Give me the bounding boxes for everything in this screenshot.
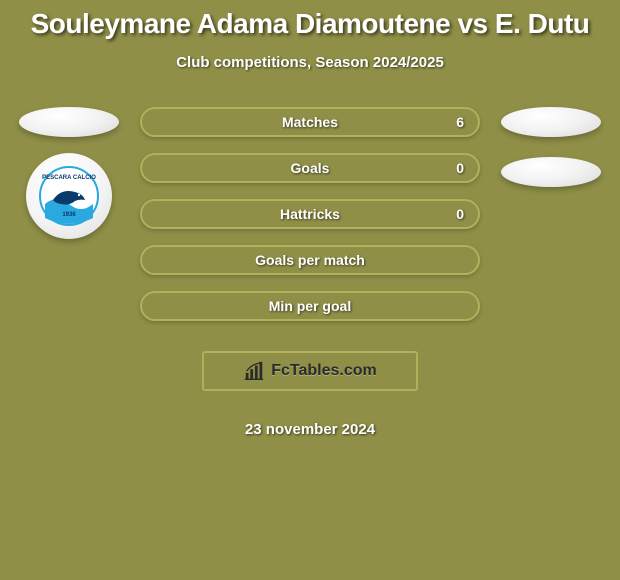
right-player-column [496, 107, 606, 187]
attribution-box: FcTables.com [202, 351, 418, 391]
left-club-badge: PESCARA CALCIO 1936 [26, 153, 112, 239]
stat-label: Hattricks [280, 206, 340, 222]
content-row: PESCARA CALCIO 1936 Matches 6 Goals 0 [0, 107, 620, 438]
crest-top-text: PESCARA CALCIO [42, 175, 96, 181]
stat-bar-goals: Goals 0 [140, 153, 480, 183]
stat-bar-mpg: Min per goal [140, 291, 480, 321]
stat-value-right: 6 [456, 114, 464, 130]
stat-bars: Matches 6 Goals 0 Hattricks 0 Goals per … [140, 107, 480, 438]
page-title: Souleymane Adama Diamoutene vs E. Dutu [0, 8, 620, 40]
page-subtitle: Club competitions, Season 2024/2025 [176, 54, 444, 71]
left-player-column: PESCARA CALCIO 1936 [14, 107, 124, 239]
crest-year-text: 1936 [62, 212, 76, 218]
stat-bar-gpm: Goals per match [140, 245, 480, 275]
stat-value-right: 0 [456, 206, 464, 222]
pescara-crest-icon: PESCARA CALCIO 1936 [39, 166, 99, 226]
comparison-infographic: Souleymane Adama Diamoutene vs E. Dutu C… [0, 0, 620, 580]
stat-label: Min per goal [269, 298, 351, 314]
stat-label: Goals [291, 160, 330, 176]
right-oval-2 [501, 157, 601, 187]
right-oval-1 [501, 107, 601, 137]
stat-bar-hattricks: Hattricks 0 [140, 199, 480, 229]
attribution-text: FcTables.com [271, 362, 377, 380]
stat-value-right: 0 [456, 160, 464, 176]
bar-chart-icon [243, 360, 265, 382]
stat-label: Matches [282, 114, 338, 130]
left-oval-1 [19, 107, 119, 137]
stat-label: Goals per match [255, 252, 365, 268]
date-text: 23 november 2024 [245, 421, 375, 438]
stat-bar-matches: Matches 6 [140, 107, 480, 137]
